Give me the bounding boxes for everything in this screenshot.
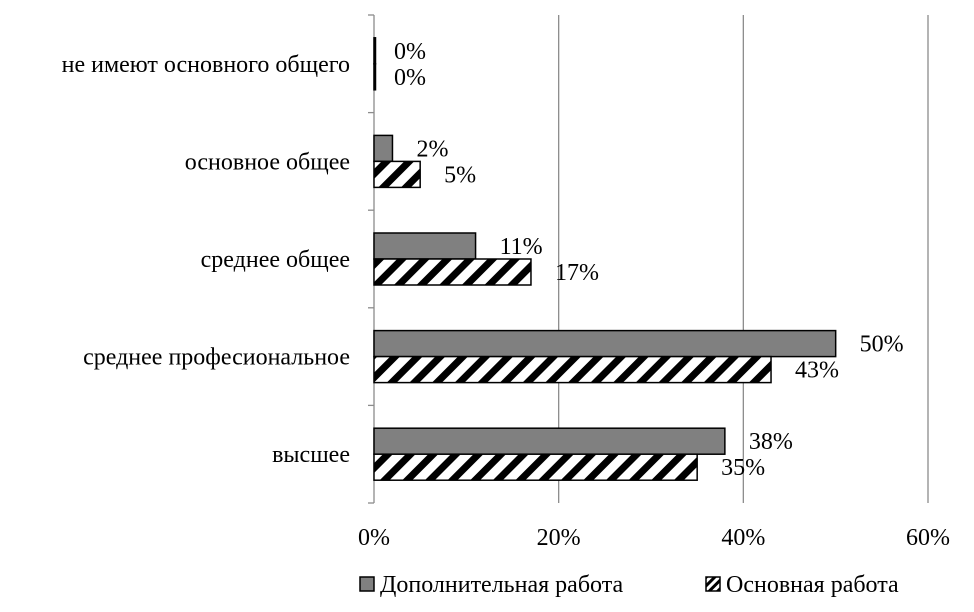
grid-lines	[558, 15, 929, 503]
axis	[368, 14, 375, 504]
category-label: основное общее	[185, 149, 350, 175]
data-label: 11%	[500, 234, 543, 260]
data-label: 2%	[416, 136, 448, 162]
category-label: среднее професиональное	[83, 345, 350, 371]
legend: Дополнительная работа Основная работа	[359, 572, 899, 598]
category-label: высшее	[272, 442, 350, 468]
bar-osnovnaya	[373, 355, 772, 384]
x-tick-label-60: 60%	[906, 525, 950, 551]
legend-dopolnitelnaya-swatch	[359, 576, 375, 592]
data-label: 35%	[721, 455, 765, 481]
labels: 0% 20% 40% 60%не имеют основного общего 0%0%…	[62, 39, 950, 551]
bars	[373, 37, 837, 481]
bar-osnovnaya	[373, 258, 532, 286]
data-label: 17%	[555, 260, 599, 286]
data-label: 5%	[444, 162, 476, 188]
bar-dopolnitelnaya	[373, 427, 726, 455]
bar-dopolnitelnaya	[373, 232, 477, 260]
legend-osnovnaya-label: Основная работа	[726, 572, 899, 598]
category-label: не имеют основного общего	[62, 52, 350, 78]
x-tick-label-20: 20%	[537, 525, 581, 551]
bar-dopolnitelnaya	[373, 134, 394, 163]
bar-osnovnaya	[373, 160, 421, 189]
bar-dopolnitelnaya	[373, 329, 837, 358]
category-label: среднее общее	[201, 247, 350, 273]
x-tick-label-0: 0%	[358, 525, 390, 551]
data-label: 38%	[749, 429, 793, 455]
data-label: 0%	[394, 65, 426, 91]
bar-osnovnaya	[373, 453, 698, 481]
legend-osnovnaya-swatch	[705, 576, 721, 592]
data-label: 0%	[394, 39, 426, 65]
data-label: 43%	[795, 358, 839, 384]
data-label: 50%	[860, 332, 904, 358]
legend-dopolnitelnaya-label: Дополнительная работа	[380, 572, 623, 598]
x-tick-label-40: 40%	[721, 525, 765, 551]
bar-osnovnaya	[373, 63, 377, 91]
bar-dopolnitelnaya	[373, 37, 377, 65]
